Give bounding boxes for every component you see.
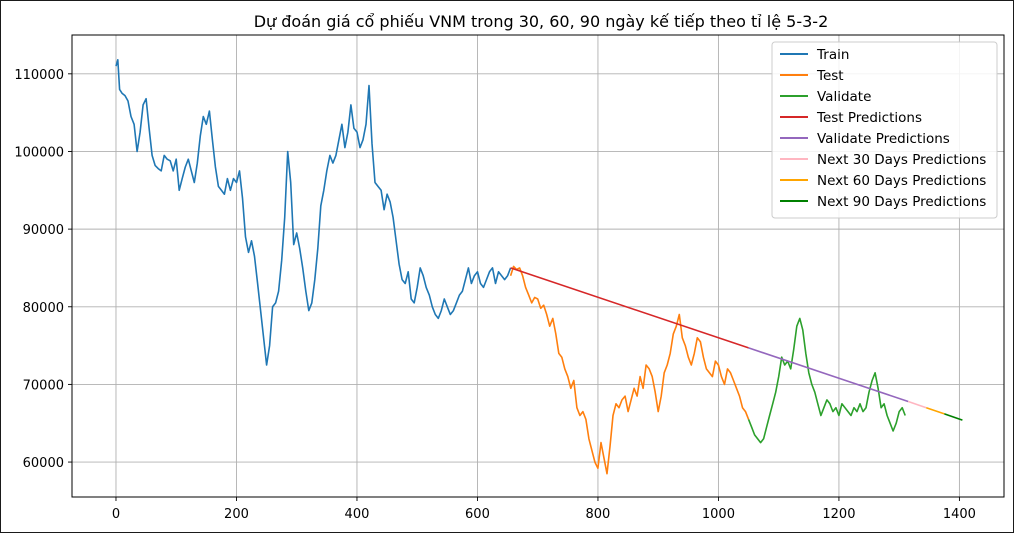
legend-label: Test Predictions bbox=[816, 110, 922, 126]
series-line-test bbox=[509, 265, 750, 475]
x-tick-label: 600 bbox=[465, 507, 490, 522]
x-tick-label: 400 bbox=[345, 507, 370, 522]
plot-area bbox=[71, 34, 1005, 498]
series-layer bbox=[115, 58, 963, 475]
x-tick-label: 200 bbox=[224, 507, 249, 522]
legend-label: Train bbox=[816, 47, 849, 63]
series-line-next-30-days-predictions bbox=[907, 400, 927, 409]
legend-label: Validate Predictions bbox=[817, 131, 950, 147]
axis-ticks: 0 200 400 600 800 1000 1200 1400 60000 70000 80000… bbox=[14, 68, 976, 522]
legend: Train Test Validate Test Predictions Validat… bbox=[771, 41, 998, 219]
y-tick-label: 70000 bbox=[23, 378, 64, 393]
legend-label: Next 90 Days Predictions bbox=[817, 194, 986, 210]
legend-label: Next 30 Days Predictions bbox=[817, 152, 986, 168]
series-line-test-predictions bbox=[510, 267, 749, 349]
legend-label: Validate bbox=[817, 89, 871, 105]
series-line-next-60-days-predictions bbox=[926, 406, 945, 415]
x-tick-label: 0 bbox=[112, 507, 120, 522]
legend-label: Next 60 Days Predictions bbox=[817, 173, 986, 189]
y-tick-label: 110000 bbox=[14, 68, 64, 83]
series-line-validate-predictions bbox=[748, 347, 909, 403]
grid bbox=[72, 35, 1004, 497]
y-tick-label: 60000 bbox=[23, 456, 64, 471]
series-line-validate bbox=[747, 317, 906, 444]
chart-title: Dự đoán giá cổ phiếu VNM trong 30, 60, 9… bbox=[254, 12, 829, 31]
series-line-next-90-days-predictions bbox=[944, 413, 963, 421]
y-tick-label: 90000 bbox=[23, 223, 64, 238]
series-line-train bbox=[115, 58, 512, 366]
x-tick-label: 1200 bbox=[822, 507, 855, 522]
x-tick-label: 1400 bbox=[943, 507, 976, 522]
legend-box bbox=[771, 41, 998, 219]
y-tick-label: 80000 bbox=[23, 301, 64, 316]
x-tick-label: 800 bbox=[586, 507, 611, 522]
y-tick-label: 100000 bbox=[14, 145, 64, 160]
legend-label: Test bbox=[816, 68, 844, 84]
x-tick-label: 1000 bbox=[702, 507, 735, 522]
